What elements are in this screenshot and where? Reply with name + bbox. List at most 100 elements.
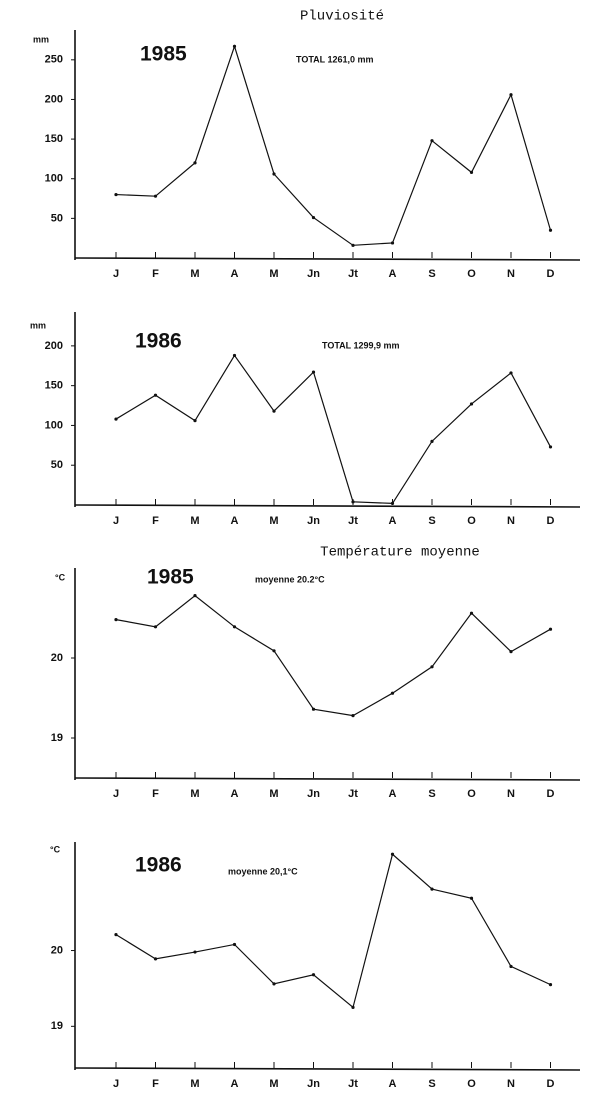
data-point bbox=[469, 170, 474, 174]
x-tick-label: M bbox=[269, 515, 278, 527]
x-tick-label: M bbox=[269, 788, 278, 800]
data-point bbox=[232, 44, 237, 48]
data-point bbox=[390, 852, 395, 856]
x-tick-label: D bbox=[547, 788, 555, 800]
data-point bbox=[114, 417, 118, 421]
data-point bbox=[153, 393, 158, 397]
data-point bbox=[509, 650, 513, 654]
x-tick-label: N bbox=[507, 788, 515, 800]
data-point bbox=[311, 215, 316, 220]
x-tick-label: Jt bbox=[348, 268, 358, 280]
x-tick-label: Jn bbox=[307, 268, 320, 280]
data-point bbox=[390, 241, 395, 245]
x-tick-label: M bbox=[190, 268, 199, 280]
x-tick-label: M bbox=[190, 788, 199, 800]
y-tick-label: 200 bbox=[45, 93, 63, 105]
y-tick-label: 150 bbox=[45, 133, 63, 145]
y-tick-label: 50 bbox=[51, 459, 63, 471]
data-point bbox=[153, 957, 158, 961]
data-point bbox=[430, 139, 434, 143]
data-point bbox=[509, 964, 513, 969]
x-tick-label: Jn bbox=[307, 515, 320, 527]
data-point bbox=[351, 714, 355, 718]
data-point bbox=[272, 649, 276, 653]
x-tick-label: Jn bbox=[307, 788, 320, 800]
y-tick-label: 20 bbox=[51, 652, 63, 664]
x-tick-label: S bbox=[428, 268, 435, 280]
data-point bbox=[193, 419, 197, 423]
data-point bbox=[351, 1005, 355, 1009]
data-point bbox=[311, 370, 316, 374]
x-tick-label: A bbox=[389, 788, 397, 800]
data-point bbox=[469, 611, 474, 615]
y-tick-label: 250 bbox=[45, 54, 63, 66]
data-line bbox=[115, 853, 551, 1009]
x-tick-label: F bbox=[152, 515, 159, 527]
x-tick-label: M bbox=[269, 1078, 278, 1090]
year-label: 1986 bbox=[135, 330, 182, 353]
data-point bbox=[430, 665, 434, 669]
x-axis bbox=[74, 777, 581, 781]
y-tick-label: 200 bbox=[45, 340, 63, 352]
data-point bbox=[390, 501, 395, 506]
x-tick-label: A bbox=[389, 268, 397, 280]
data-point bbox=[548, 983, 553, 987]
data-point bbox=[509, 371, 513, 375]
x-tick-label: S bbox=[428, 1078, 435, 1090]
data-point bbox=[153, 625, 158, 629]
data-point bbox=[272, 982, 276, 986]
y-unit: mm bbox=[33, 34, 49, 44]
data-line bbox=[115, 44, 552, 246]
x-tick-label: F bbox=[152, 1078, 159, 1090]
x-tick-label: A bbox=[231, 515, 239, 527]
y-unit: °C bbox=[50, 844, 61, 854]
x-tick-label: D bbox=[547, 515, 555, 527]
data-point bbox=[509, 93, 513, 97]
year-label: 1986 bbox=[135, 854, 182, 877]
data-point bbox=[469, 402, 474, 406]
data-point bbox=[351, 243, 355, 247]
y-tick-label: 19 bbox=[51, 1020, 63, 1032]
data-point bbox=[548, 228, 553, 232]
x-tick-label: O bbox=[467, 1078, 476, 1090]
data-point bbox=[114, 618, 118, 622]
x-tick-label: Jn bbox=[307, 1078, 320, 1090]
note: moyenne 20.2°C bbox=[255, 574, 325, 584]
data-point bbox=[469, 896, 474, 900]
x-tick-label: J bbox=[113, 1078, 119, 1090]
x-tick-label: O bbox=[467, 268, 476, 280]
y-tick-label: 19 bbox=[51, 732, 63, 744]
y-tick-label: 50 bbox=[51, 212, 63, 224]
data-point bbox=[232, 942, 237, 947]
data-point bbox=[311, 707, 316, 711]
x-tick-label: A bbox=[231, 788, 239, 800]
data-point bbox=[351, 500, 355, 504]
y-tick-label: 150 bbox=[45, 380, 63, 392]
data-point bbox=[430, 439, 434, 443]
x-tick-label: N bbox=[507, 268, 515, 280]
x-tick-label: A bbox=[389, 1078, 397, 1090]
chart-title: Température moyenne bbox=[320, 545, 480, 561]
x-tick-label: M bbox=[269, 268, 278, 280]
data-point bbox=[430, 887, 434, 891]
x-tick-label: D bbox=[547, 1078, 555, 1090]
data-point bbox=[114, 933, 118, 937]
year-label: 1985 bbox=[140, 43, 187, 66]
note: TOTAL 1299,9 mm bbox=[322, 340, 400, 350]
data-line bbox=[115, 594, 551, 717]
y-tick-label: 20 bbox=[51, 944, 63, 956]
x-tick-label: N bbox=[507, 1078, 515, 1090]
x-axis bbox=[74, 1067, 581, 1071]
data-point bbox=[232, 625, 237, 629]
x-tick-label: J bbox=[113, 268, 119, 280]
x-tick-label: Jt bbox=[348, 515, 358, 527]
y-unit: mm bbox=[30, 320, 46, 330]
data-line bbox=[115, 354, 552, 505]
data-point bbox=[548, 445, 553, 449]
x-tick-label: O bbox=[467, 515, 476, 527]
x-tick-label: F bbox=[152, 788, 159, 800]
x-tick-label: N bbox=[507, 515, 515, 527]
x-tick-label: O bbox=[467, 788, 476, 800]
note: TOTAL 1261,0 mm bbox=[296, 54, 374, 64]
